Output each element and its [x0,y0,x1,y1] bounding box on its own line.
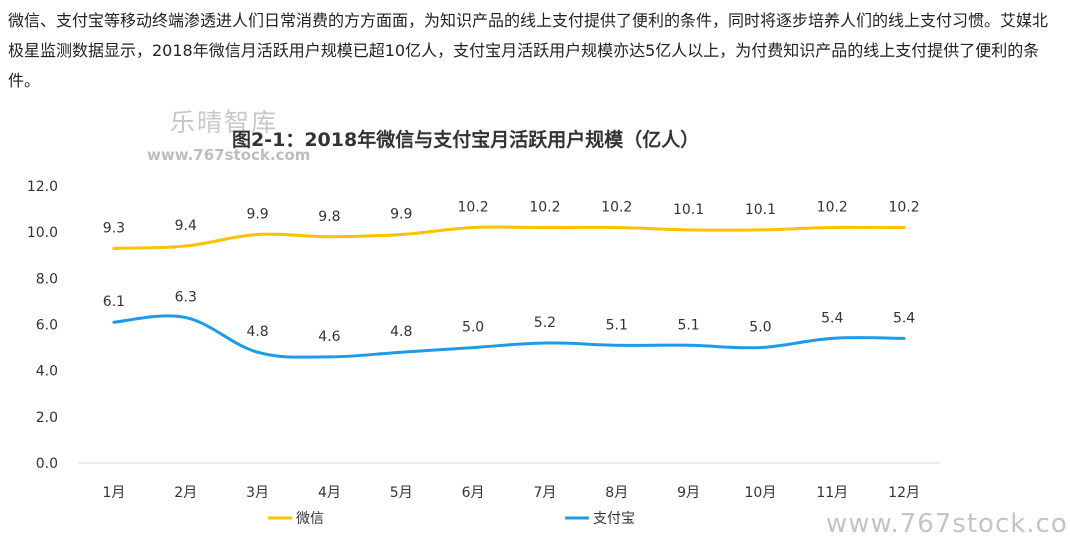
x-tick-label: 1月 [102,485,125,501]
y-tick-label: 4.0 [36,364,58,380]
series-line-2 [112,314,906,359]
x-tick-label: 5月 [390,485,413,501]
x-tick-label: 8月 [605,485,628,501]
data-label: 9.9 [246,206,268,222]
x-tick-label: 3月 [246,485,269,501]
intro-paragraph: 微信、支付宝等移动终端渗透进人们日常消费的方方面面，为知识产品的线上支付提供了便… [8,11,1049,90]
data-label: 9.9 [390,206,412,222]
data-label: 5.2 [534,315,556,331]
data-label: 5.4 [893,310,915,326]
data-label: 4.8 [390,324,412,340]
y-tick-label: 0.0 [36,456,58,472]
series-line-1 [112,225,906,250]
data-label: 5.4 [821,310,843,326]
data-label: 5.1 [606,317,628,333]
data-label: 4.8 [246,324,268,340]
data-label: 6.3 [175,290,197,306]
data-label: 10.2 [601,200,632,216]
y-tick-label: 8.0 [36,271,58,287]
y-tick-label: 10.0 [27,225,58,241]
x-tick-label: 9月 [677,485,700,501]
x-tick-label: 10月 [745,485,777,501]
chart-title: 图2-1：2018年微信与支付宝月活跃用户规模（亿人） [232,129,700,151]
x-tick-label: 12月 [888,485,920,501]
watermark-site-small: www.767stock.com [147,146,311,164]
data-label: 9.3 [103,220,125,236]
watermark-site-large: www.767stock.com [826,509,1070,539]
data-label: 5.0 [462,320,484,336]
y-tick-label: 2.0 [36,410,58,426]
data-label: 10.2 [888,200,919,216]
legend-label-1: 微信 [296,511,324,527]
data-label: 4.6 [318,329,340,345]
legend-label-2: 支付宝 [593,511,635,527]
y-tick-label: 12.0 [27,179,58,195]
data-label: 10.2 [457,200,488,216]
x-tick-label: 11月 [816,485,848,501]
watermark-brand: 乐晴智库 [170,108,279,137]
data-label: 10.2 [529,200,560,216]
x-tick-label: 6月 [462,485,485,501]
x-tick-label: 2月 [174,485,197,501]
data-label: 9.8 [318,209,340,225]
data-label: 5.1 [677,317,699,333]
data-label: 10.1 [673,202,704,218]
y-tick-label: 6.0 [36,318,58,334]
data-label: 5.0 [749,320,771,336]
x-tick-label: 4月 [318,485,341,501]
data-label: 6.1 [103,294,125,310]
data-label: 10.2 [817,200,848,216]
data-label: 10.1 [745,202,776,218]
data-label: 9.4 [175,218,197,234]
x-tick-label: 7月 [533,485,556,501]
